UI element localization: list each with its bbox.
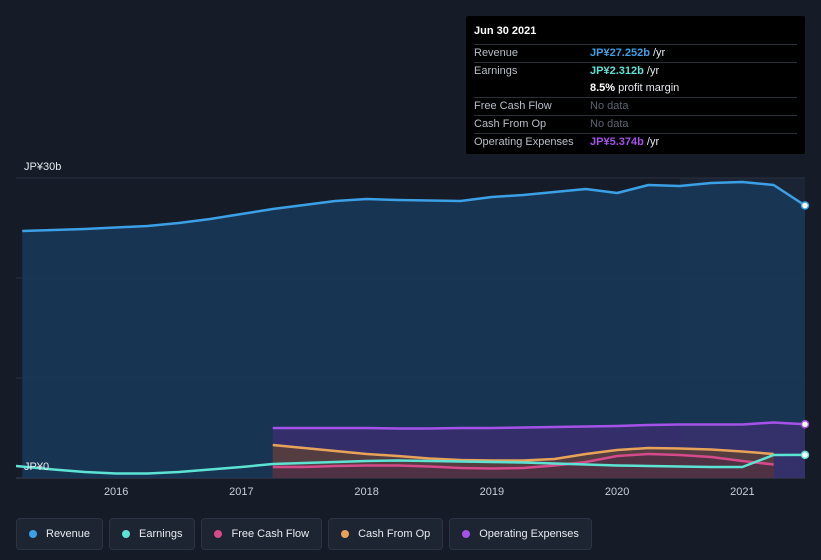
area-revenue xyxy=(22,182,806,478)
x-tick-label: 2019 xyxy=(480,486,504,498)
tooltip-date: Jun 30 2021 xyxy=(474,25,537,37)
y-axis-top-label: JP¥30b xyxy=(24,161,61,173)
x-tick-label: 2017 xyxy=(229,486,253,498)
tooltip-unit: profit margin xyxy=(615,82,680,94)
legend-label: Operating Expenses xyxy=(479,528,579,540)
legend-label: Free Cash Flow xyxy=(231,528,310,540)
tooltip-value: No data xyxy=(590,100,629,112)
x-tick-label: 2021 xyxy=(730,486,754,498)
x-tick-label: 2016 xyxy=(104,486,128,498)
tooltip-value: 8.5% xyxy=(590,82,616,94)
tooltip-label: Earnings xyxy=(474,65,518,77)
chart: JP¥30b JP¥0 2016 2017 2018 2019 2020 2021 xyxy=(15,161,810,498)
tooltip-value: No data xyxy=(590,118,629,130)
tooltip-unit: /yr xyxy=(643,136,660,148)
tooltip-unit: /yr xyxy=(649,47,666,59)
tooltip-label xyxy=(474,80,590,97)
legend-item-cash-from-op[interactable]: Cash From Op xyxy=(328,518,444,550)
legend: Revenue Earnings Free Cash Flow Cash Fro… xyxy=(16,518,592,550)
tooltip-label: Operating Expenses xyxy=(474,136,574,148)
end-marker-revenue xyxy=(800,201,810,210)
tooltip-row-revenue: Revenue JP¥27.252b /yr xyxy=(474,44,797,62)
legend-item-operating-expenses[interactable]: Operating Expenses xyxy=(449,518,592,550)
tooltip-label: Free Cash Flow xyxy=(474,100,552,112)
tooltip-row-margin: 8.5% profit margin xyxy=(474,80,797,97)
tooltip-row-earnings: Earnings JP¥2.312b /yr xyxy=(474,62,797,80)
end-marker-earnings xyxy=(800,450,810,460)
line-operating-expenses xyxy=(272,421,806,430)
legend-item-earnings[interactable]: Earnings xyxy=(109,518,196,550)
area-free-cash-flow xyxy=(272,454,774,478)
line-earnings xyxy=(15,453,806,475)
line-cash-from-op xyxy=(272,443,774,462)
tooltip-row-cash-from-op: Cash From Op No data xyxy=(474,115,797,133)
legend-item-revenue[interactable]: Revenue xyxy=(16,518,104,550)
legend-label: Revenue xyxy=(46,528,91,540)
legend-dot-icon xyxy=(341,530,350,538)
tooltip-value: JP¥2.312b xyxy=(590,65,644,77)
legend-dot-icon xyxy=(122,530,131,538)
line-revenue xyxy=(22,180,806,233)
x-tick-label: 2020 xyxy=(605,486,629,498)
tooltip-value: JP¥5.374b xyxy=(590,136,644,148)
legend-dot-icon xyxy=(462,530,471,538)
tooltip-unit: /yr xyxy=(643,65,660,77)
tooltip-row-free-cash-flow: Free Cash Flow No data xyxy=(474,97,797,115)
legend-item-free-cash-flow[interactable]: Free Cash Flow xyxy=(201,518,323,550)
tooltip-label: Cash From Op xyxy=(474,118,547,130)
legend-dot-icon xyxy=(214,530,223,538)
x-tick-label: 2018 xyxy=(354,486,378,498)
legend-label: Earnings xyxy=(139,528,183,540)
tooltip-row-operating-expenses: Operating Expenses JP¥5.374b /yr xyxy=(474,133,797,151)
end-marker-operating-expenses xyxy=(800,420,810,429)
legend-label: Cash From Op xyxy=(358,528,431,540)
data-tooltip: Jun 30 2021 Revenue JP¥27.252b /yr Earni… xyxy=(466,16,805,154)
line-free-cash-flow xyxy=(272,452,774,470)
tooltip-label: Revenue xyxy=(474,47,519,59)
tooltip-value: JP¥27.252b xyxy=(590,47,650,59)
y-axis-zero-label: JP¥0 xyxy=(24,461,49,473)
legend-dot-icon xyxy=(29,530,37,538)
